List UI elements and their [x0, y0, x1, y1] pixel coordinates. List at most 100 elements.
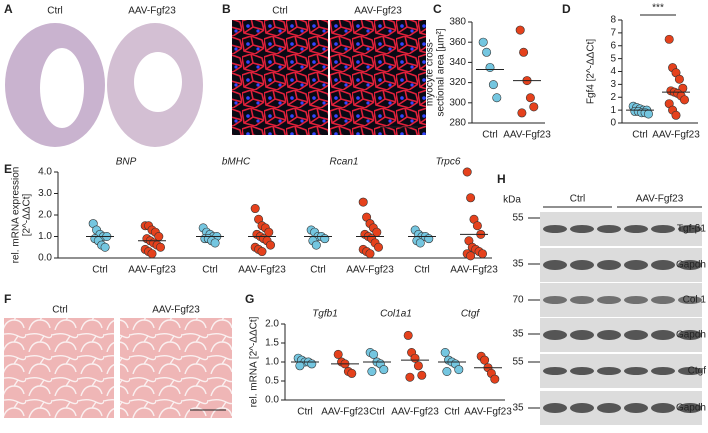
blot-marker: 70: [512, 295, 524, 306]
y-axis-label: myocyte cross-: [425, 39, 436, 106]
band: [624, 403, 648, 413]
band: [597, 296, 621, 304]
image-label: Ctrl: [52, 305, 68, 316]
dot: [454, 365, 464, 375]
dot: [482, 47, 492, 57]
gene-title: Trpc6: [436, 157, 461, 168]
band: [597, 403, 621, 413]
panel-letter: D: [562, 2, 571, 16]
y-tick-label: 340: [449, 57, 466, 68]
y-tick-label: 1.5: [265, 338, 279, 349]
dot: [478, 37, 488, 47]
dot: [210, 238, 220, 248]
band: [570, 225, 594, 233]
dot: [671, 110, 681, 120]
image-label: Ctrl: [272, 6, 288, 17]
dot: [311, 240, 321, 250]
x-tick-label: AAV-Fgf23: [346, 265, 394, 276]
x-tick-label: AAV-Fgf23: [128, 265, 176, 276]
dot: [413, 361, 423, 371]
band: [624, 296, 648, 304]
blot-name: Gapdh: [676, 260, 706, 271]
gene-title: Tgfb1: [312, 309, 338, 320]
y-tick-label: 0.0: [38, 253, 52, 264]
y-tick-label: 0.5: [265, 376, 279, 387]
x-tick-label: AAV-Fgf23: [450, 265, 498, 276]
dot: [488, 80, 498, 90]
dot: [440, 347, 450, 357]
band: [543, 330, 567, 340]
x-tick-label: AAV-Fgf23: [503, 130, 551, 141]
y-tick-label: 380: [449, 17, 466, 28]
gene-title: BNP: [116, 157, 137, 168]
dot: [519, 47, 529, 57]
y-tick-label: 2: [610, 92, 616, 103]
blot-marker: 55: [512, 357, 524, 368]
dot: [333, 349, 343, 359]
y-tick-label: 360: [449, 37, 466, 48]
dot: [529, 102, 539, 112]
dot: [307, 359, 317, 369]
x-tick-label: AAV-Fgf23: [321, 407, 369, 418]
dot: [147, 249, 157, 259]
x-tick-label: Ctrl: [414, 265, 430, 276]
band: [597, 367, 621, 375]
dot: [367, 366, 377, 376]
y-axis-label: rel. mRNA [2^-ΔΔCt]: [249, 316, 260, 407]
x-tick-label: AAV-Fgf23: [391, 407, 439, 418]
blot-name: Tgf-β1: [677, 224, 707, 235]
y-tick-label: 320: [449, 77, 466, 88]
band: [651, 367, 675, 375]
dot: [515, 25, 525, 35]
dot: [358, 197, 368, 207]
dot: [257, 247, 267, 257]
dot: [410, 353, 420, 363]
dot: [417, 370, 427, 380]
y-tick-label: 0: [610, 118, 616, 129]
y-tick-label: 1.0: [265, 357, 279, 368]
dot: [100, 242, 110, 252]
x-tick-label: Ctrl: [482, 130, 498, 141]
dot: [442, 366, 452, 376]
dot: [403, 330, 413, 340]
y-tick-label: 8: [610, 15, 616, 26]
band: [678, 330, 702, 340]
dot: [156, 242, 166, 252]
dot: [674, 74, 684, 84]
dot: [369, 349, 379, 359]
band: [570, 367, 594, 375]
dot: [472, 221, 482, 231]
dot: [490, 374, 500, 384]
band: [570, 330, 594, 340]
panel-f-image: [4, 318, 232, 418]
band: [543, 296, 567, 304]
y-tick-label: 2.0: [265, 319, 279, 330]
band: [624, 330, 648, 340]
blot-marker: 35: [512, 403, 524, 414]
x-tick-label: Ctrl: [202, 265, 218, 276]
band: [651, 330, 675, 340]
x-tick-label: Ctrl: [369, 407, 385, 418]
y-tick-label: 7: [610, 28, 616, 39]
y-tick-label: 3: [610, 79, 616, 90]
dot: [643, 109, 653, 119]
blot-name: Ctgf: [688, 366, 707, 377]
band: [678, 296, 702, 304]
dot: [679, 95, 689, 105]
gene-title: Ctgf: [461, 309, 481, 320]
dot: [480, 355, 490, 365]
x-tick-label: Ctrl: [444, 407, 460, 418]
dot: [265, 240, 275, 250]
significance-label: ***: [652, 3, 664, 14]
x-tick-label: Ctrl: [297, 407, 313, 418]
band: [678, 260, 702, 270]
image-label: AAV-Fgf23: [128, 6, 176, 17]
image-label: AAV-Fgf23: [152, 305, 200, 316]
x-tick-label: Ctrl: [92, 265, 108, 276]
dot: [250, 204, 260, 214]
blot-marker: 35: [512, 259, 524, 270]
y-tick-label: 1.0: [38, 231, 52, 242]
blot-name: Gapdh: [676, 330, 706, 341]
panel-a-image: [5, 23, 203, 147]
y-tick-label: 5: [610, 53, 616, 64]
